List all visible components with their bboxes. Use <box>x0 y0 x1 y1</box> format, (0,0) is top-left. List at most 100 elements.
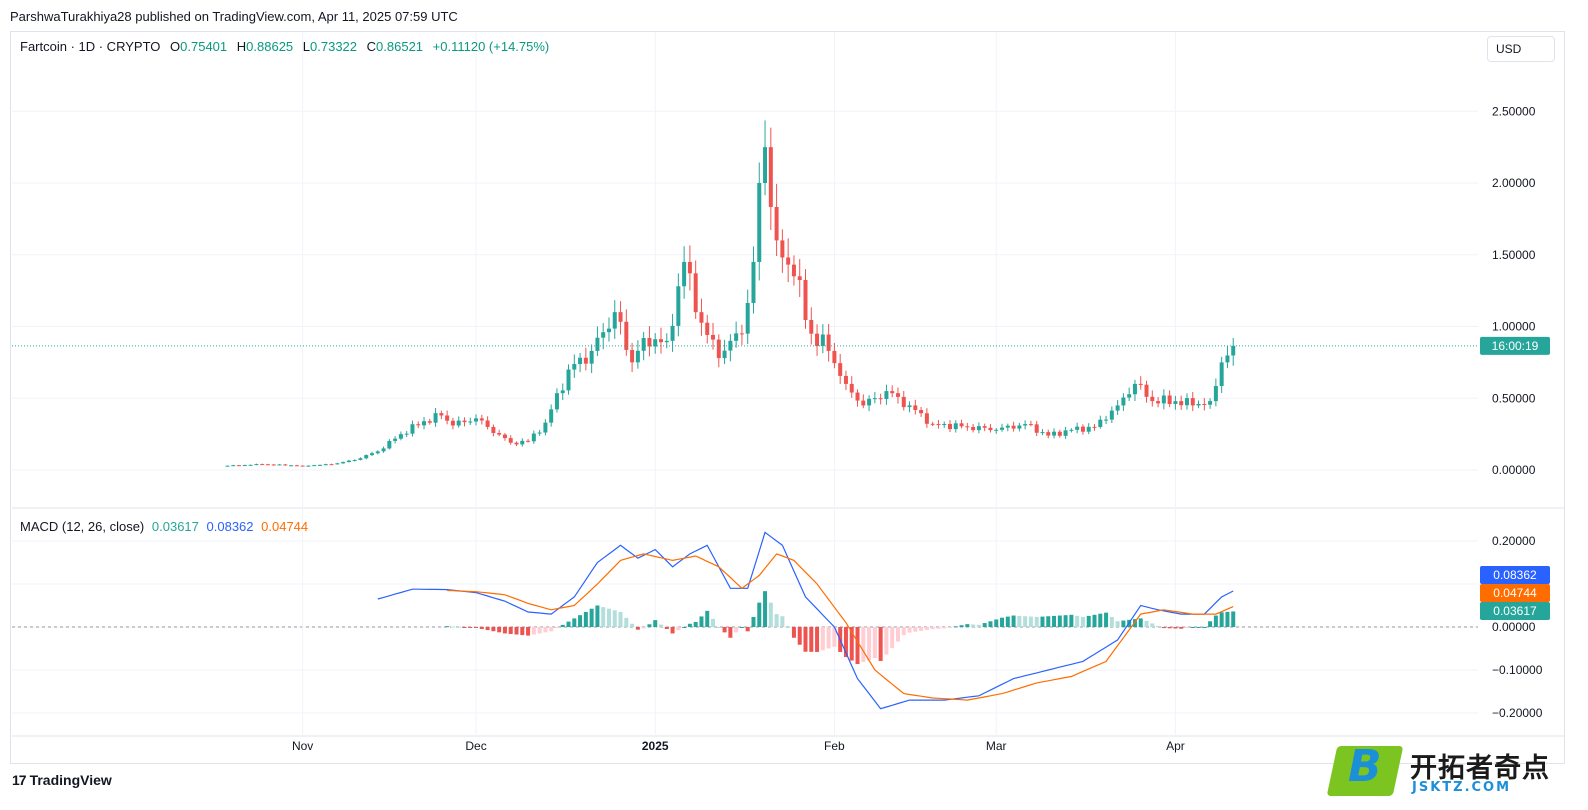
candle-body <box>1075 426 1080 430</box>
candle-body <box>393 438 398 441</box>
histogram-bar <box>976 624 981 627</box>
brand-name: TradingView <box>29 772 112 788</box>
candle-body <box>757 183 762 262</box>
candle-body <box>630 349 635 363</box>
candle-body <box>843 375 848 384</box>
candle <box>924 408 929 428</box>
candle <box>589 344 594 374</box>
candle <box>676 273 681 337</box>
histogram-bar <box>890 627 895 649</box>
candle <box>1086 423 1091 435</box>
candle-body <box>346 460 351 463</box>
candle <box>838 354 843 384</box>
candle <box>491 424 496 437</box>
footer-brand[interactable]: 17 TradingView <box>12 772 112 788</box>
macd-hist-value: 0.03617 <box>151 519 199 534</box>
candle <box>711 322 716 350</box>
candle-body <box>965 426 970 428</box>
time-tick-label: 2025 <box>642 739 669 753</box>
candle-body <box>1080 426 1085 432</box>
candle <box>861 394 866 409</box>
histogram-bar <box>583 611 588 627</box>
candle <box>1080 424 1085 435</box>
candle <box>317 464 322 466</box>
histogram-bar <box>780 616 785 627</box>
candle-body <box>1121 397 1126 406</box>
candle-body <box>410 424 415 434</box>
histogram-bar <box>601 607 606 627</box>
candle <box>855 389 860 407</box>
candle-body <box>1184 398 1189 406</box>
price-tick-label: 1.00000 <box>1492 320 1536 334</box>
candle <box>919 406 924 417</box>
macd-tick-label: −0.10000 <box>1492 663 1543 677</box>
candle <box>450 417 455 430</box>
candle <box>884 384 889 405</box>
candle-body <box>306 465 311 467</box>
histogram-bar <box>722 627 727 633</box>
candle-body <box>445 415 450 421</box>
candle-body <box>832 350 837 364</box>
candle <box>306 465 311 467</box>
histogram-bar <box>445 626 450 628</box>
candle <box>1184 393 1189 410</box>
symbol-label[interactable]: Fartcoin · 1D · CRYPTO <box>20 39 161 54</box>
price-legend: Fartcoin · 1D · CRYPTO O0.75401 H0.88625… <box>20 39 549 54</box>
candle-body <box>1034 424 1039 433</box>
histogram-bar <box>930 627 935 630</box>
candle <box>254 463 259 466</box>
candle-body <box>699 312 704 323</box>
candle <box>682 246 687 299</box>
candle-body <box>890 391 895 394</box>
candle <box>294 464 299 467</box>
macd-tick-label: 0.20000 <box>1492 534 1536 548</box>
candle <box>537 429 542 436</box>
macd-value: 0.08362 <box>206 519 254 534</box>
histogram-bar <box>1086 615 1091 627</box>
macd-legend[interactable]: MACD (12, 26, close) 0.03617 0.08362 0.0… <box>20 519 308 534</box>
candle-body <box>422 421 427 426</box>
candle-body <box>976 426 981 431</box>
candle <box>1167 390 1172 408</box>
candle-body <box>225 465 230 467</box>
candle <box>1000 423 1005 432</box>
candle-body <box>606 328 611 333</box>
histogram-bar <box>1196 627 1201 628</box>
candle-body <box>711 334 716 340</box>
watermark-en: JSKTZ.COM <box>1412 780 1512 795</box>
currency-button[interactable]: USD <box>1487 36 1555 62</box>
candle-body <box>583 357 588 364</box>
histogram-bar <box>589 608 594 627</box>
histogram-bar <box>1000 617 1005 627</box>
macd-tick-label: −0.20000 <box>1492 706 1543 720</box>
candle <box>959 419 964 429</box>
candle <box>630 342 635 373</box>
candle <box>699 298 704 336</box>
histogram-bar <box>687 623 692 627</box>
histogram-bar <box>803 627 808 652</box>
candle-body <box>722 350 727 359</box>
histogram-bar <box>1167 627 1172 629</box>
candle <box>1179 395 1184 410</box>
candle-body <box>572 364 577 370</box>
candle-body <box>1213 386 1218 402</box>
candle <box>242 464 247 467</box>
candle-body <box>1052 431 1057 436</box>
candle-body <box>560 390 565 394</box>
histogram-bar <box>1138 618 1143 627</box>
candle <box>624 309 629 356</box>
candle-body <box>265 464 270 466</box>
candle-body <box>364 455 369 459</box>
candle-body <box>780 240 785 258</box>
candle-body <box>815 333 820 346</box>
candle-body <box>1115 405 1120 411</box>
candle <box>560 383 565 401</box>
histogram-bar <box>560 624 565 627</box>
histogram-bar <box>676 627 681 631</box>
candle-body <box>982 426 987 428</box>
candle <box>283 463 288 466</box>
candle-body <box>248 464 253 466</box>
candle <box>341 461 346 464</box>
candle-body <box>242 465 247 467</box>
